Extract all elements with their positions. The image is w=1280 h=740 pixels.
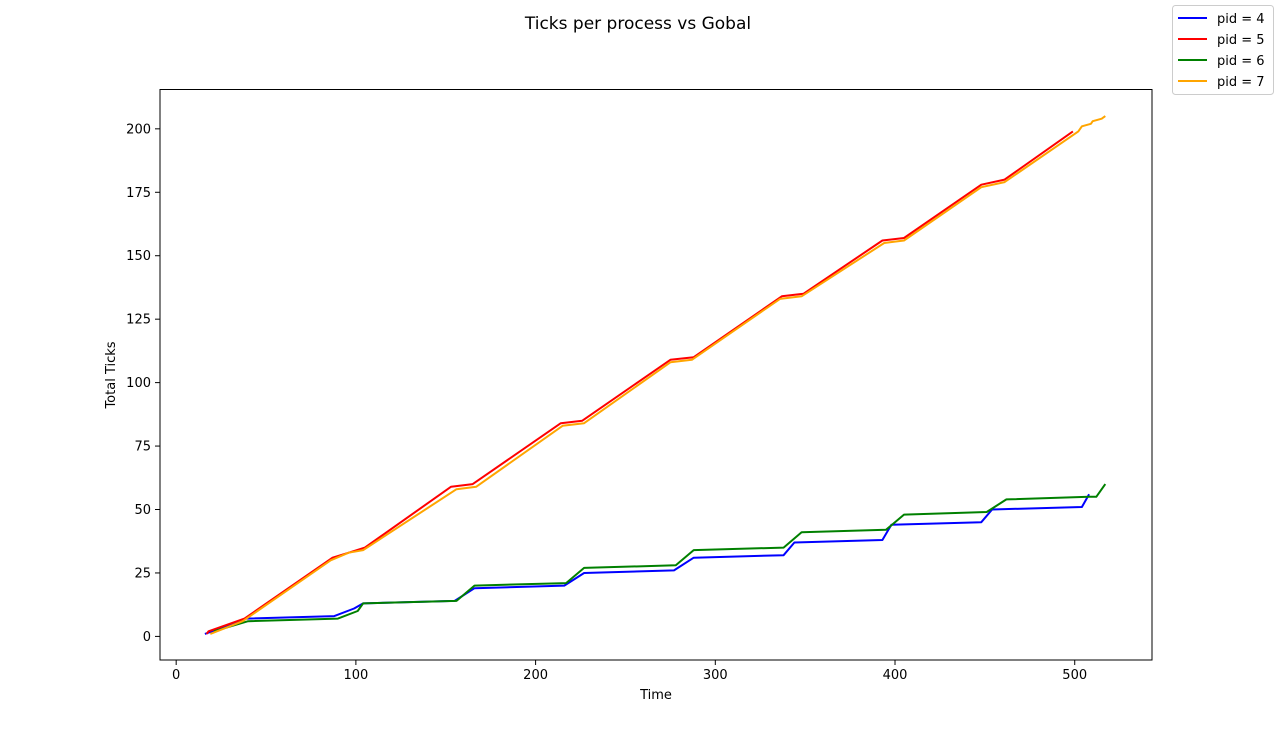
- legend-label-pid-6: pid = 6: [1217, 54, 1265, 69]
- x-axis: 0 100 200 300 400 500: [172, 660, 1087, 683]
- legend: pid = 4 pid = 5 pid = 6 pid = 7: [1172, 5, 1274, 95]
- series-line-pid-5: [205, 130, 1074, 635]
- y-tick-label: 150: [126, 249, 151, 264]
- y-tick-label: 125: [126, 313, 151, 328]
- legend-label-pid-5: pid = 5: [1217, 33, 1265, 48]
- x-tick-label: 0: [172, 668, 180, 683]
- x-tick-label: 300: [703, 668, 728, 683]
- y-axis-label: Total Ticks: [104, 341, 119, 409]
- series-layer: [204, 115, 1107, 635]
- x-axis-label: Time: [639, 688, 672, 703]
- series-line-pid-4: [204, 493, 1090, 635]
- y-tick-label: 175: [126, 186, 151, 201]
- y-axis: 0 25 50 75 100 125 150 175 200: [126, 122, 160, 645]
- x-tick-label: 200: [523, 668, 548, 683]
- legend-frame: [1172, 5, 1274, 95]
- series-line-pid-7: [209, 115, 1106, 635]
- plot-frame: [159, 89, 1153, 661]
- y-tick-label: 75: [134, 440, 151, 455]
- y-tick-label: 25: [134, 566, 151, 581]
- chart-title: Ticks per process vs Gobal: [524, 14, 751, 34]
- x-tick-label: 100: [343, 668, 368, 683]
- legend-label-pid-7: pid = 7: [1217, 75, 1265, 90]
- x-tick-label: 400: [883, 668, 908, 683]
- y-tick-label: 200: [126, 122, 151, 137]
- y-tick-label: 100: [126, 376, 151, 391]
- series-line-pid-6: [213, 483, 1107, 633]
- x-tick-label: 500: [1062, 668, 1087, 683]
- legend-items: pid = 4 pid = 5 pid = 6 pid = 7: [1178, 12, 1265, 90]
- y-tick-label: 50: [134, 503, 151, 518]
- legend-label-pid-4: pid = 4: [1217, 12, 1265, 27]
- y-tick-label: 0: [143, 630, 151, 645]
